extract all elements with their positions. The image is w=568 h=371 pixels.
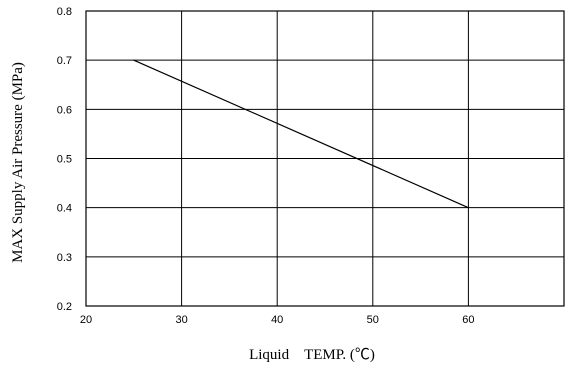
y-tick-label: 0.4 <box>57 203 72 215</box>
y-tick-label: 0.8 <box>57 6 72 18</box>
x-tick-label: 30 <box>175 314 187 326</box>
plot-frame <box>85 10 565 307</box>
y-tick-label: 0.3 <box>57 252 72 264</box>
y-tick-label: 0.6 <box>57 104 72 116</box>
y-tick-labels: 0.2 0.3 0.4 0.5 0.6 0.7 0.8 <box>57 6 72 313</box>
x-axis-label: Liquid TEMP. (℃) <box>249 347 375 363</box>
x-tick-label: 60 <box>462 314 474 326</box>
y-tick-label: 0.7 <box>57 55 72 67</box>
series-layer <box>133 59 469 209</box>
x-tick-label: 40 <box>271 314 283 326</box>
y-axis-label: MAX Supply Air Pressure (MPa) <box>10 62 26 263</box>
y-tick-label: 0.2 <box>57 301 72 313</box>
x-tick-label: 20 <box>80 314 92 326</box>
series-line <box>133 59 469 209</box>
x-tick-labels: 20 30 40 50 60 <box>80 314 475 326</box>
x-tick-label: 50 <box>367 314 379 326</box>
grid <box>86 11 564 306</box>
y-tick-label: 0.5 <box>57 154 72 166</box>
